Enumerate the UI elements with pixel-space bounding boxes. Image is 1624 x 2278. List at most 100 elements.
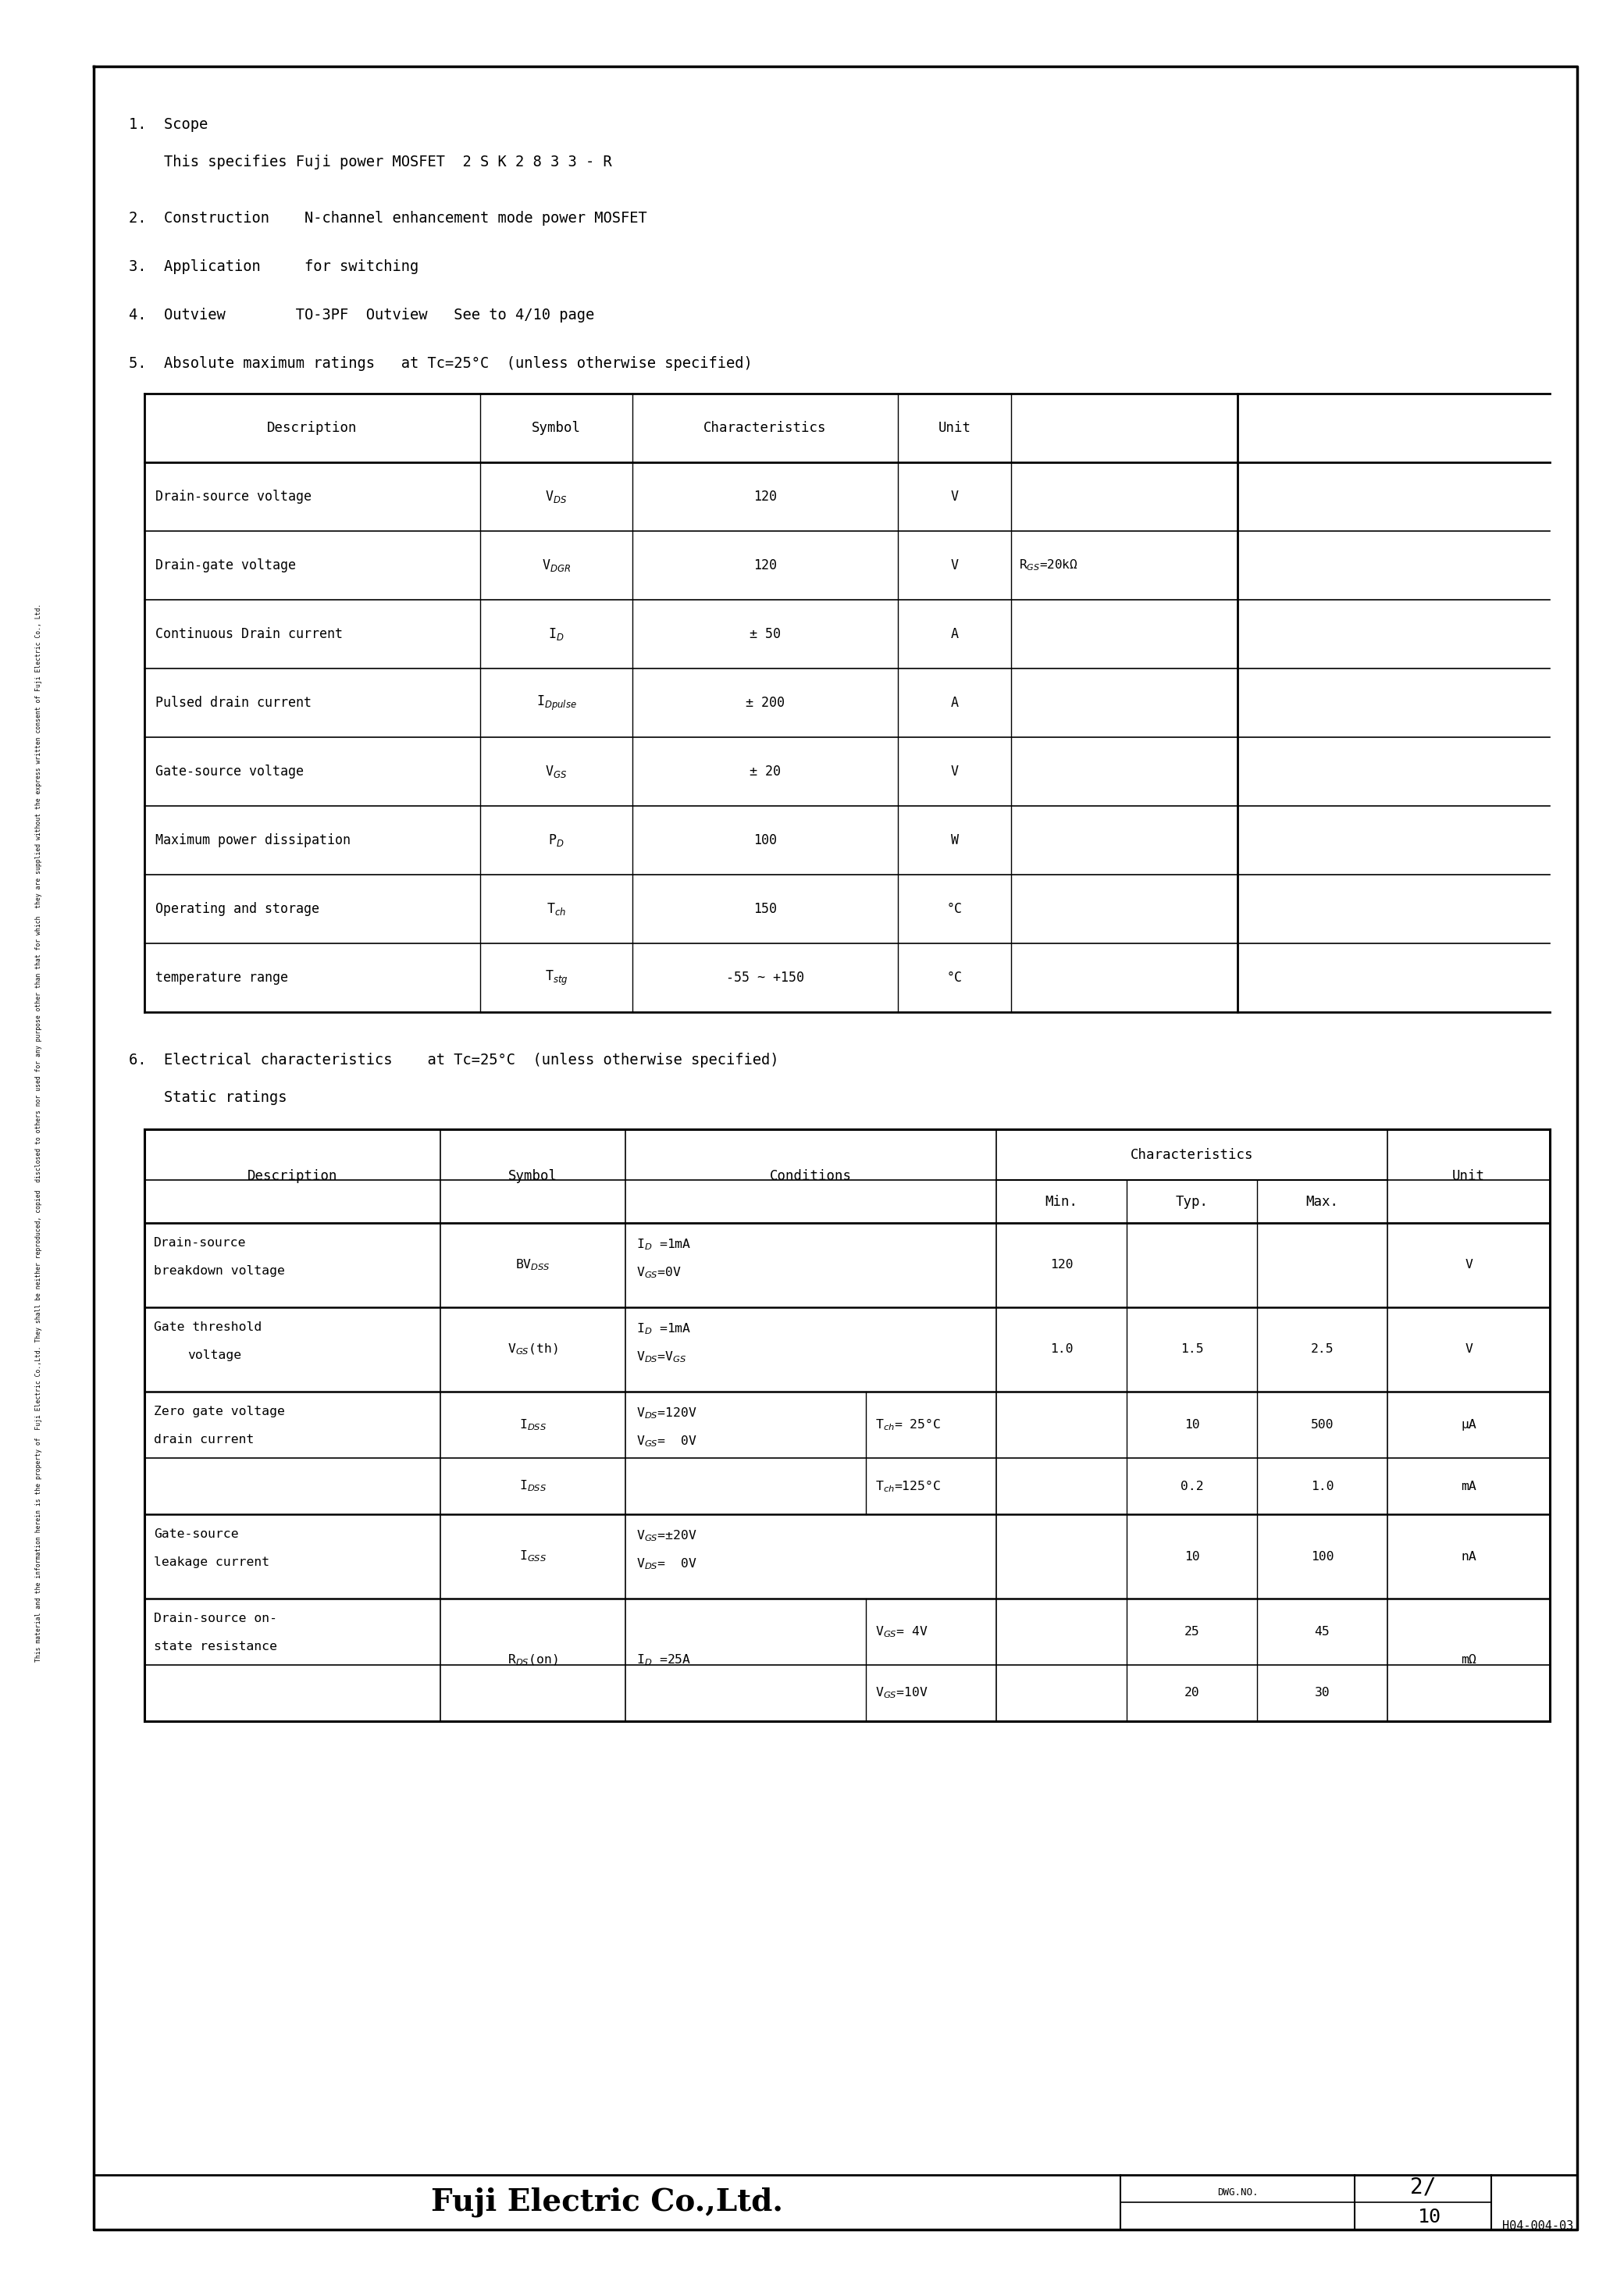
- Text: Drain-source: Drain-source: [154, 1237, 247, 1248]
- Text: mA: mA: [1462, 1481, 1476, 1492]
- Text: drain current: drain current: [154, 1433, 253, 1447]
- Text: T$_{ch}$: T$_{ch}$: [546, 902, 567, 916]
- Text: voltage: voltage: [187, 1349, 242, 1362]
- Text: 5.  Absolute maximum ratings   at Tc=25°C  (unless otherwise specified): 5. Absolute maximum ratings at Tc=25°C (…: [128, 355, 752, 371]
- Text: -55 ~ +150: -55 ~ +150: [726, 970, 804, 984]
- Text: I$_{GSS}$: I$_{GSS}$: [520, 1549, 547, 1563]
- Text: leakage current: leakage current: [154, 1556, 270, 1567]
- Text: mΩ: mΩ: [1462, 1654, 1476, 1665]
- Text: P$_{D}$: P$_{D}$: [549, 831, 564, 847]
- Text: 10: 10: [1184, 1419, 1200, 1431]
- Text: 20: 20: [1184, 1688, 1200, 1699]
- Text: Typ.: Typ.: [1176, 1194, 1208, 1210]
- Text: V$_{GS}$= 4V: V$_{GS}$= 4V: [875, 1624, 927, 1640]
- Text: Drain-source on-: Drain-source on-: [154, 1613, 278, 1624]
- Text: 30: 30: [1314, 1688, 1330, 1699]
- Text: °C: °C: [947, 902, 963, 916]
- Text: This material and the information herein is the property of  Fuji Electric Co.,L: This material and the information herein…: [36, 604, 42, 1661]
- Text: T$_{stg}$: T$_{stg}$: [544, 968, 568, 986]
- Text: Pulsed drain current: Pulsed drain current: [156, 695, 312, 711]
- Text: 45: 45: [1314, 1626, 1330, 1638]
- Text: Operating and storage: Operating and storage: [156, 902, 320, 916]
- Text: breakdown voltage: breakdown voltage: [154, 1264, 284, 1278]
- Text: V$_{DS}$: V$_{DS}$: [546, 490, 567, 503]
- Text: 100: 100: [754, 834, 776, 847]
- Text: 120: 120: [1049, 1260, 1073, 1271]
- Text: 25: 25: [1184, 1626, 1200, 1638]
- Text: 0.2: 0.2: [1181, 1481, 1203, 1492]
- Text: T$_{ch}$=125°C: T$_{ch}$=125°C: [875, 1478, 940, 1494]
- Text: T$_{ch}$= 25°C: T$_{ch}$= 25°C: [875, 1417, 940, 1433]
- Text: 10: 10: [1418, 2207, 1440, 2228]
- Text: Characteristics: Characteristics: [1130, 1148, 1254, 1162]
- Text: I$_{Dpulse}$: I$_{Dpulse}$: [536, 695, 577, 713]
- Text: A: A: [950, 626, 958, 640]
- Text: I$_{DSS}$: I$_{DSS}$: [520, 1417, 547, 1433]
- Text: temperature range: temperature range: [156, 970, 287, 984]
- Text: I$_{D}$: I$_{D}$: [549, 626, 564, 642]
- Text: V: V: [950, 558, 958, 572]
- Text: Description: Description: [268, 421, 357, 435]
- Text: 2.  Construction    N-channel enhancement mode power MOSFET: 2. Construction N-channel enhancement mo…: [128, 212, 646, 226]
- Text: μA: μA: [1462, 1419, 1476, 1431]
- Text: V: V: [1465, 1260, 1473, 1271]
- Text: 1.  Scope: 1. Scope: [128, 116, 208, 132]
- Text: Gate-source: Gate-source: [154, 1529, 239, 1540]
- Text: Unit: Unit: [939, 421, 971, 435]
- Text: 2/: 2/: [1410, 2175, 1436, 2198]
- Text: °C: °C: [947, 970, 963, 984]
- Text: 120: 120: [754, 558, 776, 572]
- Text: V$_{DS}$=120V: V$_{DS}$=120V: [637, 1406, 697, 1419]
- Text: H04-004-03: H04-004-03: [1502, 2221, 1574, 2232]
- Text: V: V: [950, 765, 958, 779]
- Text: V$_{GS}$=10V: V$_{GS}$=10V: [875, 1686, 927, 1699]
- Text: V: V: [1465, 1344, 1473, 1355]
- Text: Maximum power dissipation: Maximum power dissipation: [156, 834, 351, 847]
- Text: 1.0: 1.0: [1311, 1481, 1333, 1492]
- Text: Static ratings: Static ratings: [128, 1091, 287, 1105]
- Text: R$_{GS}$=20kΩ: R$_{GS}$=20kΩ: [1018, 558, 1078, 572]
- Text: 100: 100: [1311, 1551, 1333, 1563]
- Text: 3.  Application     for switching: 3. Application for switching: [128, 260, 419, 273]
- Text: 2.5: 2.5: [1311, 1344, 1333, 1355]
- Text: Continuous Drain current: Continuous Drain current: [156, 626, 343, 640]
- Text: 6.  Electrical characteristics    at Tc=25°C  (unless otherwise specified): 6. Electrical characteristics at Tc=25°C…: [128, 1052, 780, 1068]
- Text: ± 20: ± 20: [750, 765, 781, 779]
- Text: 150: 150: [754, 902, 776, 916]
- Text: V$_{GS}$=0V: V$_{GS}$=0V: [637, 1264, 682, 1280]
- Text: 4.  Outview        TO-3PF  Outview   See to 4/10 page: 4. Outview TO-3PF Outview See to 4/10 pa…: [128, 308, 594, 323]
- Text: 10: 10: [1184, 1551, 1200, 1563]
- Text: V$_{GS}$=±20V: V$_{GS}$=±20V: [637, 1529, 697, 1542]
- Text: 120: 120: [754, 490, 776, 503]
- Text: 1.0: 1.0: [1049, 1344, 1073, 1355]
- Text: Zero gate voltage: Zero gate voltage: [154, 1406, 284, 1417]
- Text: I$_{D}$ =1mA: I$_{D}$ =1mA: [637, 1321, 692, 1335]
- Text: Unit: Unit: [1452, 1169, 1484, 1182]
- Text: W: W: [950, 834, 958, 847]
- Text: I$_{D}$ =25A: I$_{D}$ =25A: [637, 1652, 692, 1667]
- Text: R$_{DS}$(on): R$_{DS}$(on): [508, 1654, 559, 1667]
- Text: Conditions: Conditions: [770, 1169, 853, 1182]
- Text: V$_{DGR}$: V$_{DGR}$: [542, 558, 570, 574]
- Text: I$_{DSS}$: I$_{DSS}$: [520, 1478, 547, 1494]
- Text: I$_{D}$ =1mA: I$_{D}$ =1mA: [637, 1237, 692, 1251]
- Text: V$_{DS}$=V$_{GS}$: V$_{DS}$=V$_{GS}$: [637, 1349, 687, 1365]
- Text: 500: 500: [1311, 1419, 1333, 1431]
- Text: DWG.NO.: DWG.NO.: [1216, 2187, 1259, 2198]
- Text: Gate threshold: Gate threshold: [154, 1321, 261, 1333]
- Text: V$_{GS}$=  0V: V$_{GS}$= 0V: [637, 1433, 697, 1449]
- Text: ± 200: ± 200: [745, 695, 784, 711]
- Text: ± 50: ± 50: [750, 626, 781, 640]
- Text: state resistance: state resistance: [154, 1640, 278, 1652]
- Text: Min.: Min.: [1046, 1194, 1078, 1210]
- Text: Drain-source voltage: Drain-source voltage: [156, 490, 312, 503]
- Text: 1.5: 1.5: [1181, 1344, 1203, 1355]
- Text: V$_{GS}$(th): V$_{GS}$(th): [508, 1342, 559, 1358]
- Text: Gate-source voltage: Gate-source voltage: [156, 765, 304, 779]
- Text: V$_{DS}$=  0V: V$_{DS}$= 0V: [637, 1556, 697, 1572]
- Text: Symbol: Symbol: [531, 421, 581, 435]
- Text: BV$_{DSS}$: BV$_{DSS}$: [515, 1257, 551, 1273]
- Text: Characteristics: Characteristics: [703, 421, 827, 435]
- Text: This specifies Fuji power MOSFET  2 S K 2 8 3 3 - R: This specifies Fuji power MOSFET 2 S K 2…: [128, 155, 612, 169]
- Text: A: A: [950, 695, 958, 711]
